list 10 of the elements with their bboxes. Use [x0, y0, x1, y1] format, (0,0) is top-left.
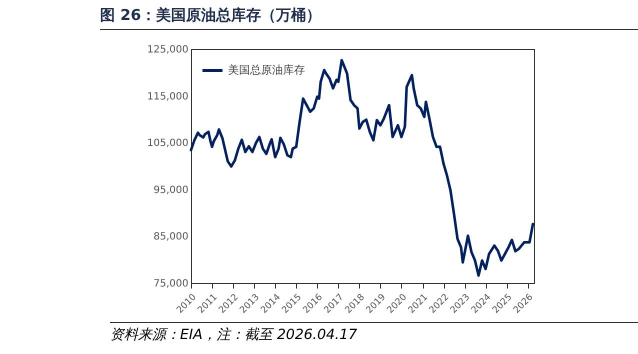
y-tick-label: 85,000 — [154, 232, 188, 243]
y-tick-label: 75,000 — [154, 278, 188, 290]
y-tick-label: 115,000 — [147, 91, 188, 102]
y-tick-label: 95,000 — [154, 184, 188, 196]
legend-label: 美国总原油库存 — [228, 64, 305, 76]
y-tick-label: 105,000 — [147, 138, 188, 150]
chart-title: 图 26：美国原油总库存（万桶） — [100, 6, 638, 30]
y-tick-label: 125,000 — [147, 44, 188, 56]
line-series — [190, 58, 534, 277]
text: 资料来源：EIA，注：截至 2026.04.17 — [110, 322, 638, 344]
